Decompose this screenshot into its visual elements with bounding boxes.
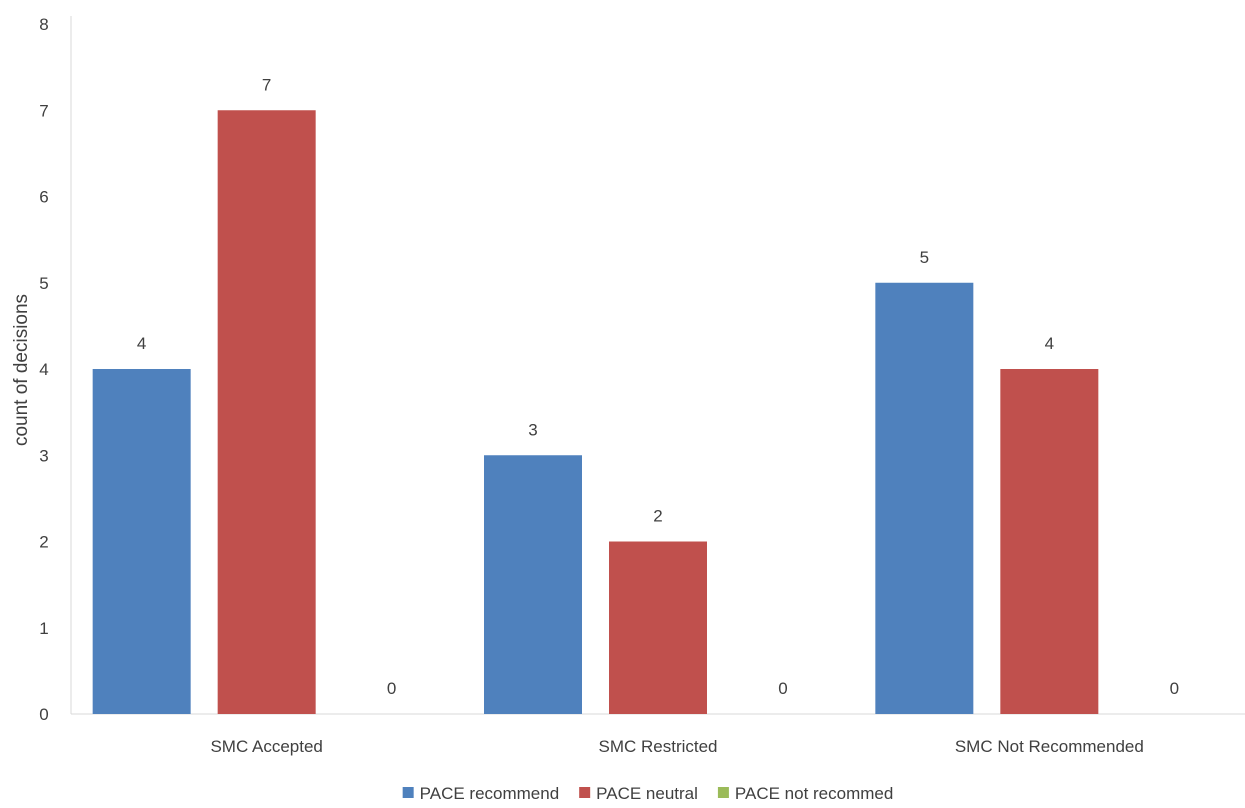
legend-swatch bbox=[579, 787, 591, 798]
y-tick-label: 2 bbox=[39, 533, 48, 552]
data-label: 5 bbox=[920, 248, 929, 267]
category-label: SMC Not Recommended bbox=[955, 737, 1144, 756]
data-label: 0 bbox=[1170, 679, 1179, 698]
y-tick-label: 1 bbox=[39, 619, 48, 638]
bar bbox=[484, 455, 582, 714]
y-tick-label: 5 bbox=[39, 274, 48, 293]
data-label: 0 bbox=[778, 679, 787, 698]
category-label: SMC Restricted bbox=[598, 737, 717, 756]
bars bbox=[92, 110, 1099, 714]
y-axis: 0 1 2 3 4 5 6 7 8 bbox=[39, 15, 72, 724]
data-label: 2 bbox=[653, 507, 662, 526]
x-axis: SMC Accepted SMC Restricted SMC Not Recomm… bbox=[71, 713, 1245, 756]
y-tick-label: 4 bbox=[39, 360, 48, 379]
legend-swatch bbox=[717, 787, 729, 798]
legend: PACE recommend PACE neutral PACE not recom… bbox=[402, 784, 893, 803]
y-tick-label: 0 bbox=[39, 705, 48, 724]
data-label: 4 bbox=[137, 334, 146, 353]
data-label: 3 bbox=[528, 420, 537, 439]
y-tick-label: 6 bbox=[39, 188, 48, 207]
bar bbox=[875, 282, 974, 714]
y-axis-title: count of decisions bbox=[11, 294, 32, 446]
y-tick-label: 7 bbox=[39, 101, 48, 120]
data-label: 4 bbox=[1045, 334, 1054, 353]
legend-swatch bbox=[402, 787, 414, 798]
data-label: 0 bbox=[387, 679, 396, 698]
legend-label: PACE not recommed bbox=[735, 784, 893, 803]
data-labels: 4 3 5 7 2 4 0 0 0 bbox=[137, 75, 1179, 698]
bar bbox=[609, 541, 707, 714]
bar bbox=[217, 110, 316, 714]
bar bbox=[92, 369, 191, 714]
legend-label: PACE neutral bbox=[596, 784, 698, 803]
y-tick-label: 3 bbox=[39, 446, 48, 465]
category-label: SMC Accepted bbox=[210, 737, 322, 756]
y-tick-label: 8 bbox=[39, 15, 48, 34]
bar bbox=[1000, 369, 1099, 714]
legend-label: PACE recommend bbox=[420, 784, 560, 803]
data-label: 7 bbox=[262, 75, 271, 94]
